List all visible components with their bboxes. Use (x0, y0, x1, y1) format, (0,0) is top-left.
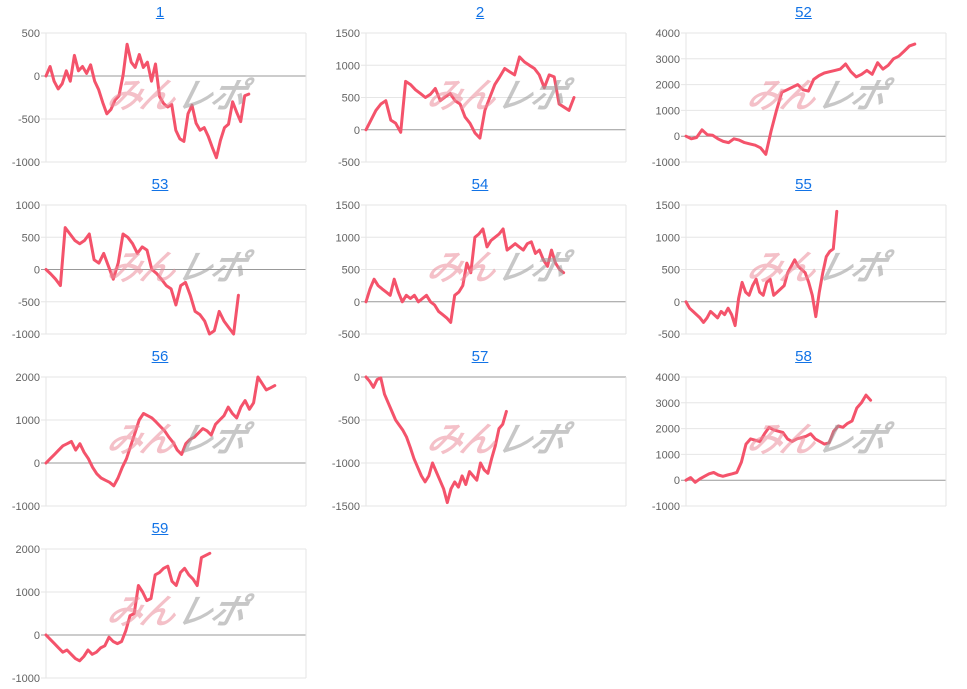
y-tick-label: 1000 (16, 200, 40, 212)
y-tick-label: 0 (674, 297, 680, 309)
chart-title-link[interactable]: 53 (151, 176, 169, 193)
series-line (364, 375, 508, 505)
chart-title-link[interactable]: 1 (155, 4, 165, 21)
y-tick-label: -1000 (652, 501, 680, 513)
chart-title: 2 (320, 0, 640, 26)
chart-title: 55 (640, 172, 967, 198)
y-tick-label: 2000 (16, 372, 40, 384)
chart-title: 53 (0, 172, 320, 198)
chart-cell-58: 58 4000 3000 2000 1000 0 -1000 みんレポ (640, 344, 967, 516)
y-tick-label: 1000 (16, 415, 40, 427)
y-tick-label: 3000 (656, 398, 680, 410)
y-tick-label: 1500 (336, 28, 360, 40)
y-tick-label: 1000 (656, 449, 680, 461)
chart-canvas: 0 -500 -1000 -1500 (332, 372, 627, 513)
y-tick-label: 1000 (336, 60, 360, 72)
y-tick-label: 0 (354, 297, 360, 309)
y-tick-label: 1000 (656, 232, 680, 244)
chart-title-link[interactable]: 58 (795, 348, 812, 365)
y-tick-label: 0 (34, 71, 40, 83)
y-tick-label: 500 (662, 265, 680, 277)
chart-canvas: 4000 3000 2000 1000 0 -1000 (652, 372, 947, 513)
y-tick-label: 4000 (656, 28, 680, 40)
series-line (684, 42, 917, 156)
y-tick-label: -1000 (332, 458, 360, 470)
chart-title-link[interactable]: 57 (471, 348, 489, 365)
chart-canvas: 1500 1000 500 0 -500 (336, 200, 627, 341)
chart-cell-1: 1 500 0 -500 -1000 みんレポ (0, 0, 320, 172)
y-tick-label: 0 (34, 458, 40, 470)
y-tick-label: -1000 (652, 157, 680, 169)
series-line (364, 55, 576, 140)
chart-cell-2: 2 1500 1000 500 0 -500 みんレポ (320, 0, 640, 172)
y-tick-label: 2000 (16, 544, 40, 556)
chart-cell-54: 54 1500 1000 500 0 -500 みんレポ (320, 172, 640, 344)
y-tick-label: 0 (354, 372, 360, 384)
series-line (684, 393, 873, 484)
series-line (44, 42, 251, 160)
chart-canvas: 2000 1000 0 -1000 (12, 544, 307, 685)
chart-canvas: 2000 1000 0 -1000 (12, 372, 307, 513)
chart-title-link[interactable]: 55 (795, 176, 812, 193)
y-tick-label: 2000 (656, 80, 680, 92)
chart-canvas: 500 0 -500 -1000 (12, 28, 307, 169)
y-tick-label: -500 (658, 329, 680, 341)
chart-title: 52 (640, 0, 967, 26)
y-tick-label: 0 (674, 131, 680, 143)
chart-canvas: 4000 3000 2000 1000 0 -1000 (652, 28, 947, 169)
series-line (684, 209, 839, 328)
y-tick-label: 0 (34, 265, 40, 277)
y-tick-label: -1000 (12, 329, 40, 341)
chart-canvas: 1000 500 0 -500 -1000 (12, 200, 307, 341)
chart-cell-59: 59 2000 1000 0 -1000 みんレポ (0, 516, 320, 688)
series-line (44, 375, 277, 488)
chart-cell-52: 52 4000 3000 2000 1000 0 -1000 みんレポ (640, 0, 967, 172)
y-tick-label: 500 (342, 93, 360, 105)
y-tick-label: -1500 (332, 501, 360, 513)
y-tick-label: -1000 (12, 157, 40, 169)
y-tick-label: -1000 (12, 673, 40, 685)
series-line (44, 551, 212, 663)
y-tick-label: 1000 (656, 105, 680, 117)
chart-canvas: 1500 1000 500 0 -500 (656, 200, 947, 341)
y-tick-label: 500 (22, 232, 40, 244)
y-tick-label: 2000 (656, 424, 680, 436)
chart-title: 54 (320, 172, 640, 198)
chart-title-link[interactable]: 54 (471, 176, 489, 193)
series-line (44, 226, 240, 336)
chart-cell-55: 55 1500 1000 500 0 -500 みんレポ (640, 172, 967, 344)
chart-title-link[interactable]: 56 (151, 348, 169, 365)
y-tick-label: 1000 (336, 232, 360, 244)
y-tick-label: -500 (338, 157, 360, 169)
chart-title-link[interactable]: 52 (795, 4, 812, 21)
y-tick-label: 0 (674, 475, 680, 487)
y-tick-label: 0 (34, 630, 40, 642)
y-tick-label: 500 (342, 265, 360, 277)
chart-title: 57 (320, 344, 640, 370)
y-tick-label: -500 (18, 297, 40, 309)
y-tick-label: -500 (338, 415, 360, 427)
chart-cell-57: 57 0 -500 -1000 -1500 みんレポ (320, 344, 640, 516)
y-tick-label: 1500 (336, 200, 360, 212)
y-tick-label: -500 (18, 114, 40, 126)
y-tick-label: 1500 (656, 200, 680, 212)
chart-canvas: 1500 1000 500 0 -500 (336, 28, 627, 169)
chart-cell-53: 53 1000 500 0 -500 -1000 みんレポ (0, 172, 320, 344)
y-tick-label: 4000 (656, 372, 680, 384)
y-tick-label: 0 (354, 125, 360, 137)
chart-title-link[interactable]: 59 (151, 520, 169, 537)
y-tick-label: -500 (338, 329, 360, 341)
y-tick-label: 1000 (16, 587, 40, 599)
chart-cell-56: 56 2000 1000 0 -1000 みんレポ (0, 344, 320, 516)
chart-title: 1 (0, 0, 320, 26)
chart-title: 58 (640, 344, 967, 370)
y-tick-label: -1000 (12, 501, 40, 513)
y-tick-label: 3000 (656, 54, 680, 66)
y-tick-label: 500 (22, 28, 40, 40)
chart-title: 56 (0, 344, 320, 370)
chart-title: 59 (0, 516, 320, 542)
chart-title-link[interactable]: 2 (475, 4, 485, 21)
series-line (364, 227, 566, 324)
